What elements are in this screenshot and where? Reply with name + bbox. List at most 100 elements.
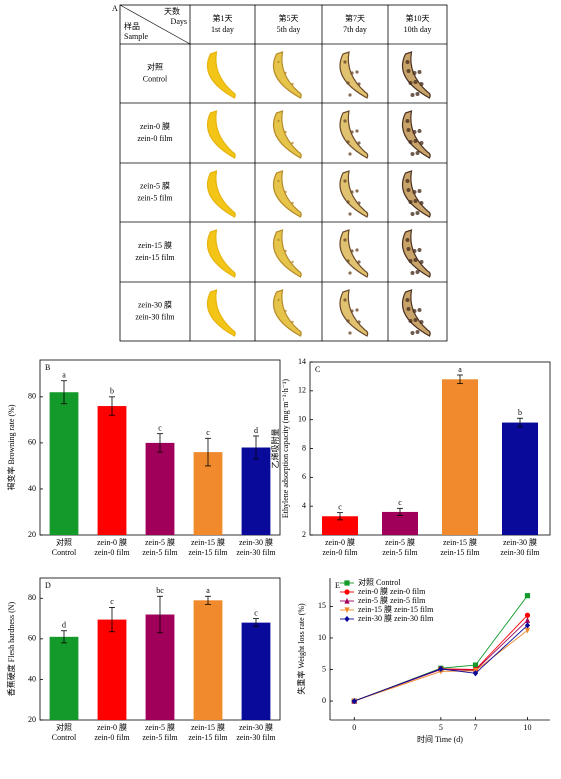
x-tick-label: Control	[52, 733, 77, 742]
legend-marker	[344, 589, 350, 595]
banana-spot	[412, 249, 417, 253]
series-line	[354, 619, 528, 702]
banana-photo	[206, 51, 236, 99]
banana-spot	[419, 82, 424, 86]
banana-spot	[291, 82, 294, 86]
data-point	[524, 627, 531, 634]
y-tick-label: 60	[28, 634, 36, 643]
banana-spot	[412, 190, 417, 194]
y-tick-label: 40	[28, 484, 36, 493]
header-sample-en: Sample	[124, 32, 148, 41]
y-tick-label: 8	[302, 443, 306, 452]
x-tick-label: zein-30 film	[236, 548, 276, 557]
data-point	[524, 593, 531, 599]
banana-spot	[415, 270, 420, 274]
panel-label: B	[45, 363, 50, 372]
banana-spot	[355, 129, 359, 133]
y-tick-label: 10	[298, 414, 306, 423]
banana-spot	[406, 188, 411, 192]
banana-spot	[291, 201, 294, 205]
banana-spot	[346, 200, 350, 204]
banana-spot	[417, 308, 422, 312]
legend-label: zein-0 膜 zein-0 film	[358, 586, 426, 596]
banana-spot	[355, 248, 359, 252]
banana-spot	[343, 238, 347, 242]
x-tick-label: 10	[523, 723, 531, 732]
banana-spot	[284, 130, 287, 134]
banana-photo	[401, 289, 431, 337]
banana-spot	[350, 71, 354, 75]
x-tick-label: zein-5 膜	[145, 722, 175, 732]
banana-spot	[357, 320, 361, 324]
banana-photo	[206, 229, 236, 278]
row-header-en: Control	[143, 74, 168, 83]
column-header-en: 1st day	[211, 25, 234, 34]
table-frame	[119, 4, 448, 342]
banana-spot	[277, 60, 280, 64]
banana-spot	[346, 319, 350, 323]
y-tick-label: 20	[28, 530, 36, 539]
banana-photo	[272, 170, 302, 218]
bar	[322, 516, 358, 535]
banana-spot	[277, 238, 280, 242]
banana-spot	[410, 212, 415, 216]
bar	[241, 447, 271, 535]
banana-photo	[206, 289, 236, 337]
banana-spot	[277, 298, 280, 302]
banana-spot	[415, 330, 420, 334]
legend-marker	[344, 597, 350, 604]
banana-spot	[346, 81, 350, 85]
x-tick-label: 7	[474, 723, 478, 732]
series-line	[354, 614, 528, 702]
banana-spot	[406, 128, 411, 132]
banana-spot	[291, 260, 294, 264]
banana-spot	[410, 152, 415, 156]
row-header-en: zein-5 film	[137, 193, 173, 202]
row-header: zein-0 膜	[140, 121, 170, 131]
banana-spot	[350, 130, 354, 134]
y-axis-label: Ethylene adsorption capacity (mg·m⁻³·h⁻¹…	[281, 379, 290, 519]
legend-label: zein-30 膜 zein-30 film	[358, 613, 434, 623]
y-tick-label: 6	[302, 472, 306, 481]
banana-spot	[417, 189, 422, 193]
banana-photo	[272, 229, 302, 278]
banana-spot	[348, 93, 352, 97]
bar	[241, 622, 271, 720]
banana-spot	[408, 200, 413, 204]
x-tick-label: zein-0 膜	[97, 722, 127, 732]
x-tick-label: zein-5 film	[142, 548, 178, 557]
banana-spot	[350, 309, 354, 313]
panel-label: D	[45, 581, 51, 590]
bar	[193, 600, 223, 720]
header-diagonal	[119, 4, 191, 45]
banana-spot	[346, 140, 350, 144]
significance-letter: c	[398, 498, 402, 507]
x-tick-label: zein-0 film	[322, 548, 358, 557]
banana-spot	[413, 258, 418, 262]
banana-photo	[401, 229, 431, 278]
x-tick-label: zein-15 膜	[191, 722, 225, 732]
banana-spot	[410, 331, 415, 335]
banana-spot	[355, 189, 359, 193]
banana-spot	[348, 212, 352, 216]
column-header-en: 5th day	[277, 25, 301, 34]
legend-marker	[344, 615, 350, 623]
bar	[442, 379, 478, 535]
x-tick-label: zein-0 film	[94, 733, 130, 742]
banana-spot	[413, 139, 418, 143]
bar	[502, 422, 538, 535]
significance-letter: a	[206, 586, 210, 595]
x-tick-label: zein-15 膜	[191, 537, 225, 547]
row-header: zein-30 膜	[138, 299, 172, 309]
banana-spot	[284, 71, 287, 75]
banana-photo	[401, 51, 431, 99]
bar	[49, 636, 79, 720]
column-header: 第7天	[345, 13, 365, 23]
x-tick-label: zein-5 膜	[385, 537, 415, 547]
data-point	[472, 670, 479, 677]
y-axis-label: 失重率 Weight loss rate (%)	[296, 603, 306, 695]
column-header-en: 7th day	[343, 25, 367, 34]
banana-photo	[401, 170, 431, 218]
banana-spot	[343, 179, 347, 183]
